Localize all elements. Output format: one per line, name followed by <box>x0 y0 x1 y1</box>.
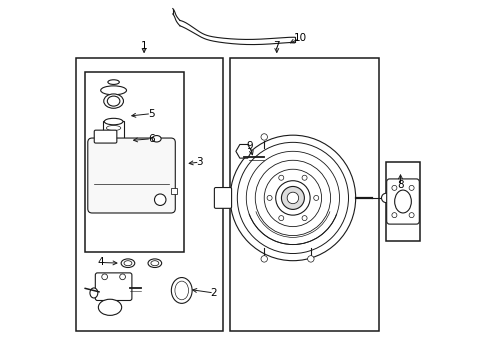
Text: 1: 1 <box>141 41 147 50</box>
Text: 3: 3 <box>196 157 203 167</box>
Bar <box>230 58 378 330</box>
Circle shape <box>281 186 304 210</box>
Circle shape <box>230 135 355 261</box>
FancyBboxPatch shape <box>95 273 132 301</box>
Circle shape <box>102 274 107 280</box>
Circle shape <box>391 185 396 190</box>
Text: 6: 6 <box>148 134 154 144</box>
Ellipse shape <box>171 278 192 303</box>
FancyBboxPatch shape <box>88 138 175 213</box>
Ellipse shape <box>104 118 122 125</box>
Circle shape <box>266 195 271 201</box>
Text: 5: 5 <box>148 109 154 119</box>
FancyBboxPatch shape <box>94 130 117 143</box>
Text: 4: 4 <box>98 257 104 267</box>
Circle shape <box>381 193 390 203</box>
Ellipse shape <box>152 135 161 142</box>
Text: 2: 2 <box>210 288 217 298</box>
Text: 8: 8 <box>396 180 403 190</box>
Bar <box>386 162 419 241</box>
Ellipse shape <box>394 190 410 213</box>
Circle shape <box>278 175 283 180</box>
Circle shape <box>154 194 165 206</box>
Text: 9: 9 <box>246 141 253 151</box>
Ellipse shape <box>148 259 162 267</box>
Ellipse shape <box>101 86 126 95</box>
Circle shape <box>302 175 306 180</box>
Circle shape <box>302 216 306 221</box>
FancyBboxPatch shape <box>386 179 419 224</box>
Ellipse shape <box>121 259 135 267</box>
Bar <box>76 58 223 330</box>
Circle shape <box>408 185 413 190</box>
Bar <box>102 121 124 144</box>
Bar <box>171 188 177 194</box>
FancyBboxPatch shape <box>214 188 231 208</box>
Circle shape <box>391 213 396 218</box>
Ellipse shape <box>108 80 119 85</box>
Circle shape <box>286 192 298 204</box>
Text: 7: 7 <box>273 41 280 50</box>
Circle shape <box>261 134 267 140</box>
Circle shape <box>313 195 318 201</box>
Circle shape <box>408 213 413 218</box>
Ellipse shape <box>103 94 123 108</box>
Bar <box>85 72 183 252</box>
Ellipse shape <box>98 299 122 315</box>
Circle shape <box>307 256 313 262</box>
Circle shape <box>261 256 267 262</box>
Ellipse shape <box>90 288 98 298</box>
Text: 10: 10 <box>293 33 306 43</box>
Circle shape <box>278 216 283 221</box>
Circle shape <box>120 274 125 280</box>
Circle shape <box>275 181 309 215</box>
